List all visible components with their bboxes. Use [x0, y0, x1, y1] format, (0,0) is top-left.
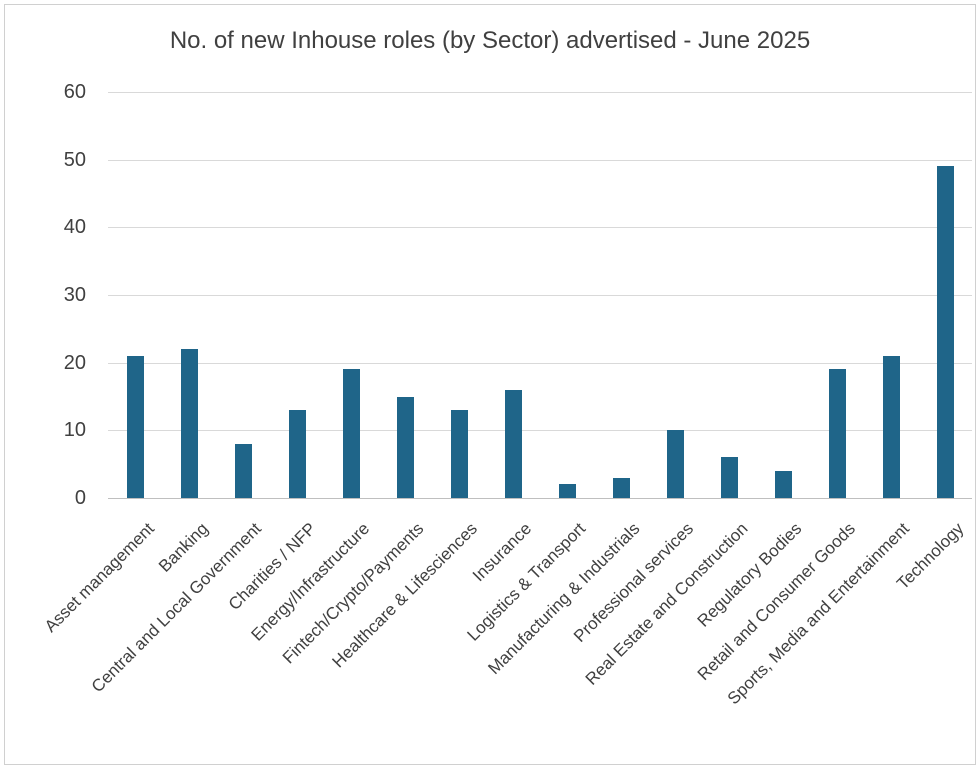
- bar-retail-and-consumer-goods: [828, 369, 846, 498]
- gridline-60: [108, 92, 972, 93]
- plot-area: 0 10 20 30 40 50 60 Asset management Banking Cent…: [40, 81, 972, 708]
- gridline-20: [108, 362, 972, 364]
- y-tick-label-50: 50: [63, 148, 86, 171]
- y-tick-label-40: 40: [63, 216, 86, 239]
- bar-logistics-transport: [558, 484, 576, 498]
- bar-technology: [936, 166, 954, 498]
- bar-manufacturing-industrials: [612, 477, 630, 498]
- bar-real-estate-and-construction: [720, 457, 738, 498]
- bar-fintech-crypto-payments: [396, 396, 414, 498]
- y-tick-label-30: 30: [63, 284, 86, 306]
- bar-professional-services: [666, 430, 684, 498]
- chart-title: No. of new Inhouse roles (by Sector) adv…: [169, 27, 811, 54]
- bar-asset-management: [126, 355, 144, 498]
- bar-sports-media-and-entertainment: [882, 355, 900, 498]
- gridline-50: [108, 159, 972, 161]
- chart-frame: No. of new Inhouse roles (by Sector) adv…: [4, 4, 976, 765]
- bar-healthcare-lifesciences: [450, 410, 468, 498]
- y-tick-label-20: 20: [63, 351, 86, 374]
- y-tick-label-0: 0: [74, 487, 86, 509]
- bar-central-and-local-government: [234, 443, 252, 498]
- gridline-40: [108, 227, 972, 229]
- y-tick-label-10: 10: [63, 419, 86, 442]
- gridline-0: [108, 498, 972, 499]
- y-tick-label-60: 60: [63, 81, 86, 103]
- x-tick-label-asset-management: Asset management: [40, 519, 158, 637]
- bar-charities-nfp: [288, 410, 306, 498]
- gridline-30: [108, 295, 972, 296]
- bar-energy-infrastructure: [342, 369, 360, 498]
- bar-regulatory-bodies: [774, 470, 792, 498]
- gridline-10: [108, 430, 972, 432]
- bar-insurance: [504, 389, 522, 498]
- bar-banking: [180, 349, 198, 498]
